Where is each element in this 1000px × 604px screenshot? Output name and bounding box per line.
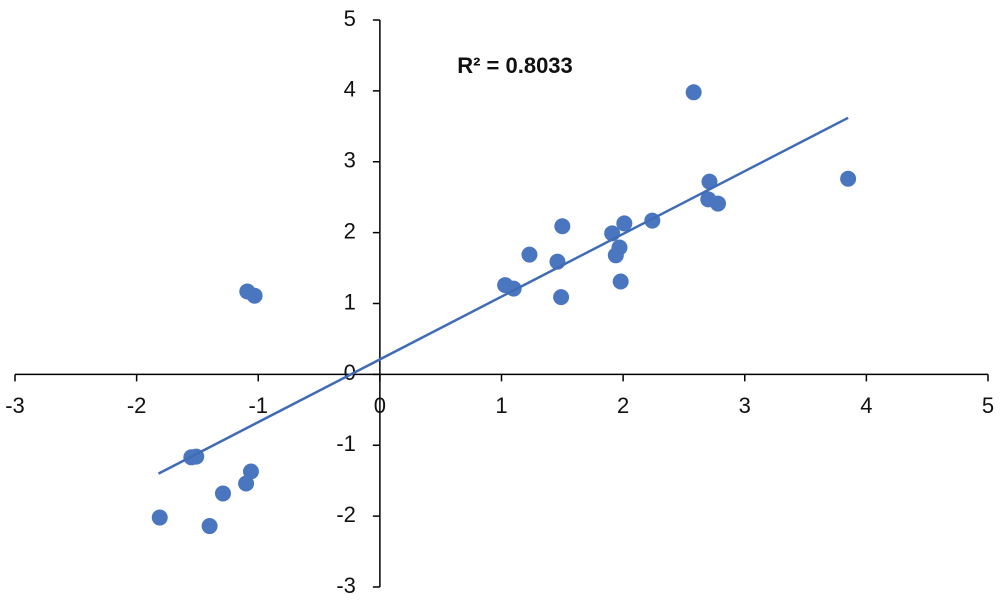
- x-tick-label: 0: [374, 393, 386, 418]
- x-tick-label: 5: [982, 393, 994, 418]
- point: [151, 509, 168, 526]
- trendline: [157, 116, 849, 475]
- point: [554, 218, 571, 235]
- point: [242, 463, 259, 480]
- point: [840, 170, 857, 187]
- point: [201, 518, 218, 535]
- point: [685, 84, 702, 101]
- point: [701, 173, 718, 190]
- x-tick-label: 2: [617, 393, 629, 418]
- x-tick-label: 4: [860, 393, 872, 418]
- y-tick-label: 0: [344, 360, 356, 385]
- y-tick-label: 2: [344, 218, 356, 243]
- point: [709, 195, 726, 212]
- point: [521, 246, 538, 263]
- point: [553, 289, 570, 306]
- point: [246, 287, 263, 304]
- y-tick-label: -2: [336, 502, 356, 527]
- x-tick-label: 1: [495, 393, 507, 418]
- x-tick-label: -2: [127, 393, 147, 418]
- y-tick-label: 4: [344, 77, 356, 102]
- y-tick-label: -1: [336, 431, 356, 456]
- point: [238, 475, 255, 492]
- y-tick-label: 1: [344, 289, 356, 314]
- x-tick-label: -3: [5, 393, 25, 418]
- y-tick-label: 5: [344, 6, 356, 31]
- point: [607, 247, 624, 264]
- point: [214, 485, 231, 502]
- r-squared-annotation: R² = 0.8033: [457, 53, 573, 78]
- y-tick-label: -3: [336, 573, 356, 598]
- point: [616, 215, 633, 232]
- x-tick-label: -1: [248, 393, 268, 418]
- point: [612, 273, 629, 290]
- x-tick-label: 3: [739, 393, 751, 418]
- y-tick-label: 3: [344, 148, 356, 173]
